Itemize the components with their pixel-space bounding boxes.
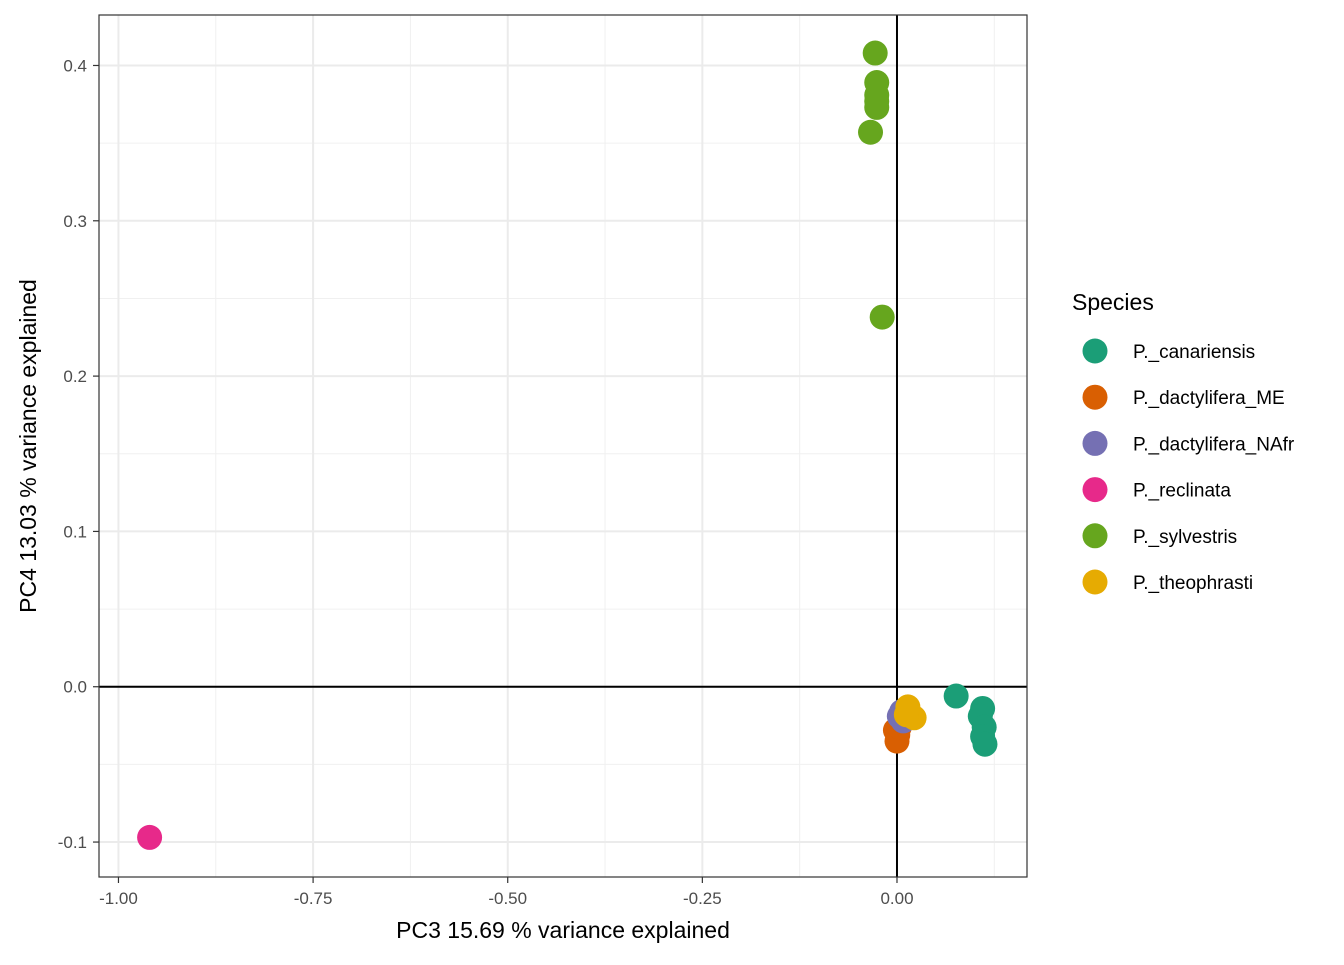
points-layer xyxy=(137,40,998,850)
data-point[interactable] xyxy=(943,683,969,709)
legend-swatch xyxy=(1082,338,1108,364)
legend-label: P._reclinata xyxy=(1133,481,1231,502)
legend-item: P._sylvestris xyxy=(1082,523,1237,549)
legend-title: Species xyxy=(1072,289,1154,315)
series-P._reclinata xyxy=(137,824,163,850)
data-point[interactable] xyxy=(858,119,884,145)
x-axis-title: PC3 15.69 % variance explained xyxy=(396,917,730,943)
legend-label: P._theophrasti xyxy=(1133,573,1253,594)
series-P._theophrasti xyxy=(893,694,927,731)
axis-layer: -1.00 -0.75 -0.50 -0.25 0.00 -0.1 0.0 0.1 0.2 0.3… xyxy=(58,56,914,908)
legend-swatch xyxy=(1082,569,1108,595)
y-tick-label: 0.3 xyxy=(63,212,87,231)
panel-border xyxy=(98,14,1028,878)
legend-label: P._dactylifera_NAfr xyxy=(1133,434,1295,455)
data-point[interactable] xyxy=(862,40,888,66)
x-tick-label: 0.00 xyxy=(880,889,913,908)
series-P._canariensis xyxy=(943,683,998,757)
y-tick-label: 0.1 xyxy=(63,522,87,541)
y-tick-label: 0.0 xyxy=(63,678,87,697)
data-point[interactable] xyxy=(972,731,998,757)
series-P._sylvestris xyxy=(858,40,895,330)
legend-label: P._dactylifera_ME xyxy=(1133,388,1285,409)
x-tick-label: -0.50 xyxy=(488,889,527,908)
legend: Species P._canariensisP._dactylifera_MEP… xyxy=(1072,289,1295,595)
data-point[interactable] xyxy=(869,304,895,330)
x-tick-label: -1.00 xyxy=(99,889,138,908)
data-point[interactable] xyxy=(893,702,919,728)
y-axis-title: PC4 13.03 % variance explained xyxy=(15,279,41,613)
legend-item: P._canariensis xyxy=(1082,338,1255,364)
y-tick-label: 0.2 xyxy=(63,367,87,386)
legend-item: P._dactylifera_NAfr xyxy=(1082,430,1295,456)
y-tick-label: -0.1 xyxy=(58,833,87,852)
legend-item: P._theophrasti xyxy=(1082,569,1253,595)
legend-item: P._dactylifera_ME xyxy=(1082,384,1285,410)
legend-swatch xyxy=(1082,477,1108,503)
legend-swatch xyxy=(1082,384,1108,410)
legend-swatch xyxy=(1082,430,1108,456)
legend-label: P._canariensis xyxy=(1133,342,1255,363)
data-point[interactable] xyxy=(137,824,163,850)
legend-swatch xyxy=(1082,523,1108,549)
x-tick-label: -0.75 xyxy=(294,889,333,908)
legend-item: P._reclinata xyxy=(1082,477,1231,503)
data-point[interactable] xyxy=(864,94,890,120)
legend-label: P._sylvestris xyxy=(1133,527,1237,548)
x-tick-label: -0.25 xyxy=(683,889,722,908)
legend-items: P._canariensis P._dactylifera_ME P._dactyl… xyxy=(1082,338,1295,595)
y-tick-label: 0.4 xyxy=(63,56,87,75)
